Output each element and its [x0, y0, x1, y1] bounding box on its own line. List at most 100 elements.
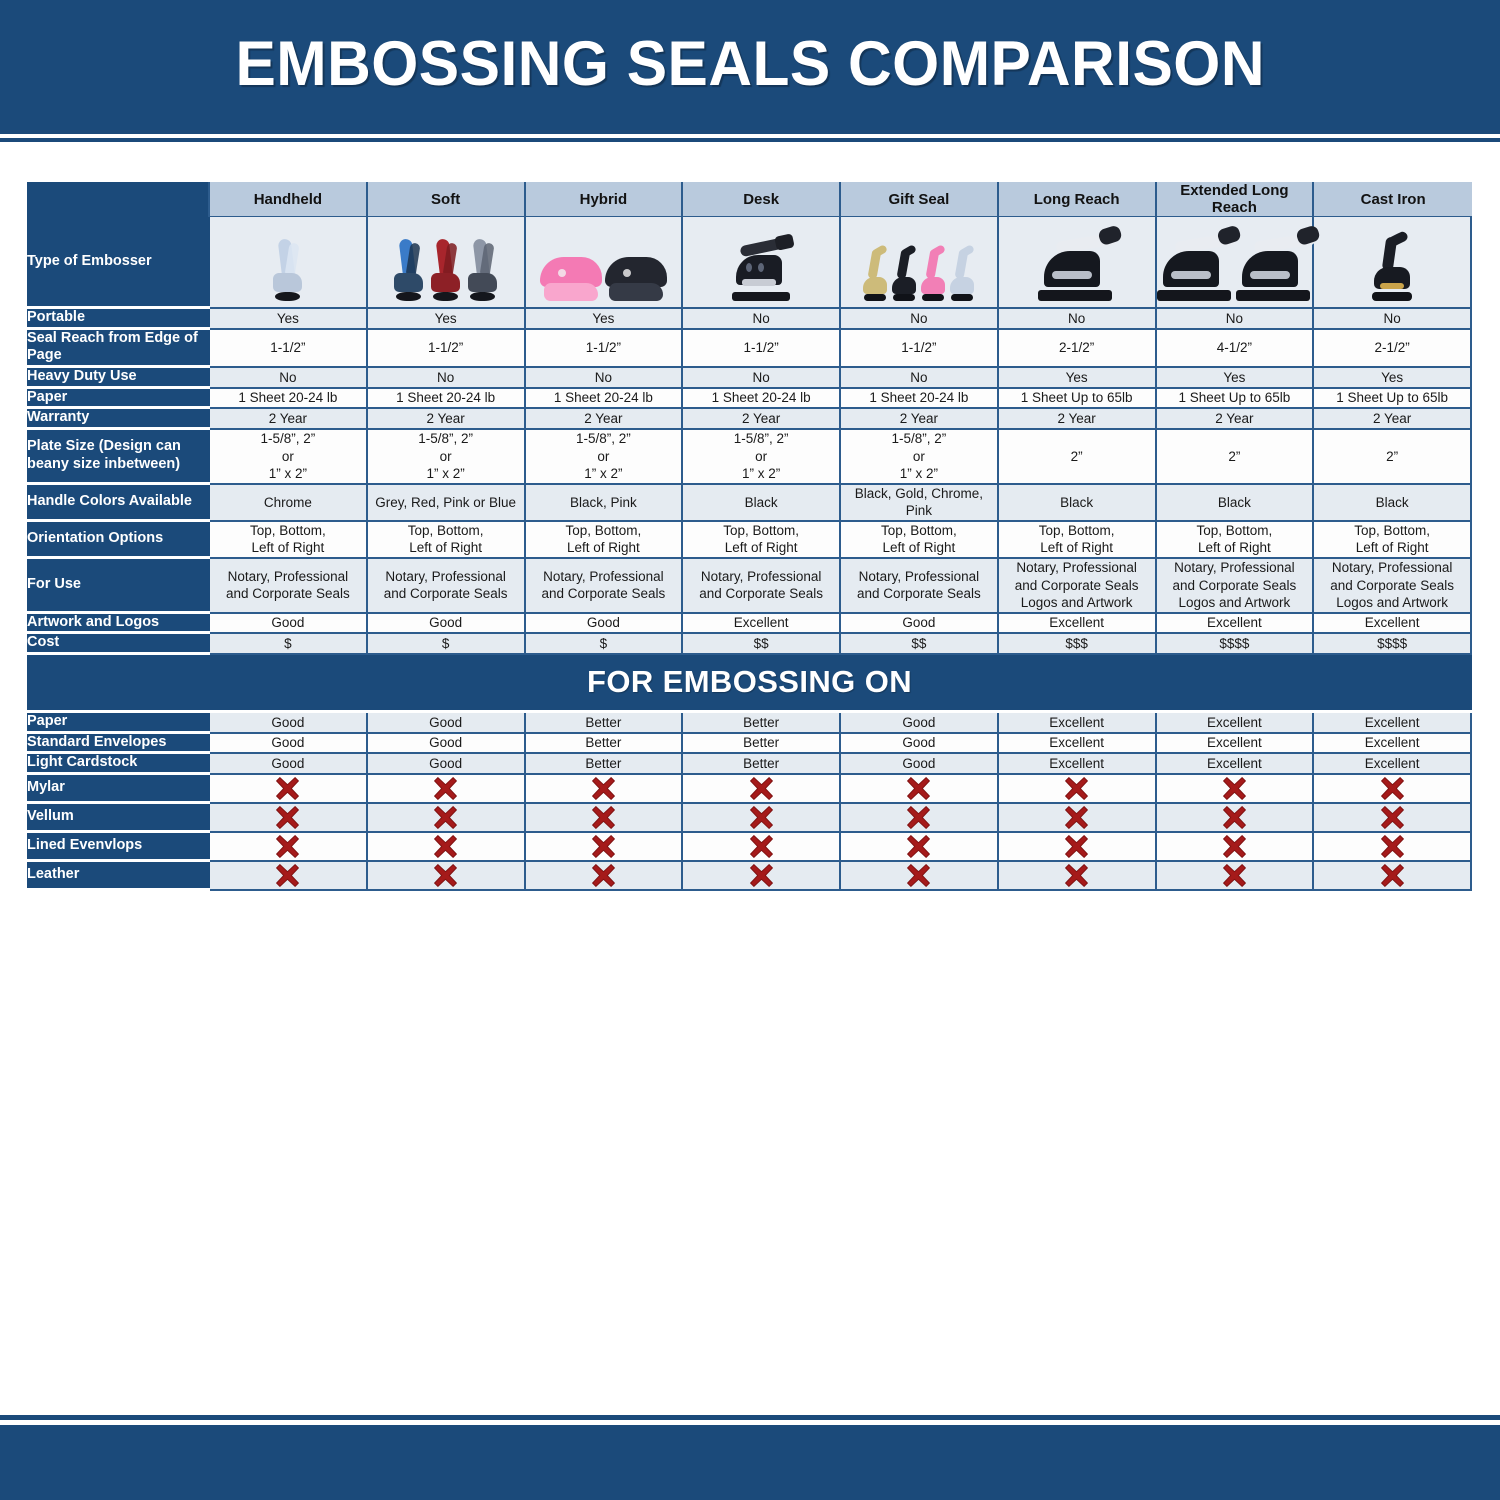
cell-text-line: 1 Sheet Up to 65lb	[1178, 390, 1291, 406]
table-row: Standard Envelopes Good Good Better Better Go…	[27, 733, 1472, 755]
table-cell: 2 Year	[210, 409, 368, 431]
table-cell: 1-5/8”, 2” or 1” x 2”	[210, 430, 368, 485]
table-cell: No	[841, 309, 999, 330]
x-mark-icon	[432, 862, 459, 889]
cell-text-line: No	[910, 369, 928, 385]
x-mark-icon	[1379, 833, 1406, 860]
table-cell	[683, 833, 841, 863]
cell-text-line: 2-1/2”	[1374, 340, 1410, 356]
cell-text-line: 1 Sheet 20-24 lb	[711, 390, 811, 406]
cell-text-line: Yes	[1223, 369, 1246, 385]
cell-text-line: Notary, Professional	[1016, 559, 1137, 575]
table-cell: 2 Year	[1156, 409, 1315, 431]
x-mark-icon	[590, 804, 617, 831]
embosser-illustration	[1314, 217, 1470, 307]
table-cell	[998, 833, 1157, 863]
embosser-image-hybrid	[525, 217, 684, 309]
cell-text-line: Logos and Artwork	[1020, 595, 1133, 611]
cell-text-line: 2 Year	[741, 411, 781, 426]
footer-rule-gap	[0, 1420, 1500, 1425]
cell-text-line: Top, Bottom,	[565, 522, 642, 538]
cell-text-line: 2 Year	[1372, 411, 1412, 426]
x-mark-icon	[432, 804, 459, 831]
table-cell: Good	[841, 754, 999, 776]
table-cell: 1 Sheet Up to 65lb	[998, 388, 1157, 410]
table-cell: Notary, Professional and Corporate Seals	[525, 558, 684, 614]
cell-text-line: Black, Gold, Chrome, Pink	[854, 485, 984, 519]
cell-text-line: No	[752, 369, 770, 385]
embosser-image-long-reach	[998, 217, 1157, 309]
table-cell: 2 Year	[367, 409, 526, 431]
table-cell: Notary, Professional and Corporate Seals	[210, 558, 368, 614]
table-cell	[367, 862, 526, 892]
cell-text-line: Good	[271, 615, 305, 631]
table-cell: 1 Sheet 20-24 lb	[367, 388, 526, 410]
table-cell: 1-5/8”, 2” or 1” x 2”	[683, 430, 841, 485]
table-cell: No	[683, 309, 841, 330]
table-row: Seal Reach from Edge of Page 1-1/2” 1-1/2”…	[27, 329, 1472, 369]
cell-text-line: Black	[1375, 494, 1409, 510]
cell-text-line: 2 Year	[899, 411, 939, 426]
table-cell: 1 Sheet Up to 65lb	[1314, 388, 1472, 410]
table-cell: Good	[525, 613, 684, 635]
cell-text-line: 1-1/2”	[585, 340, 622, 356]
table-cell: 1 Sheet Up to 65lb	[1156, 388, 1315, 410]
table-cell: Top, Bottom, Left of Right	[525, 521, 684, 559]
table-cell: No	[210, 368, 368, 389]
table-cell: Yes	[525, 309, 684, 330]
cell-text-line: 1 Sheet 20-24 lb	[869, 390, 969, 406]
cell-text-line: Notary, Professional	[1331, 559, 1453, 575]
table-cell: 1-5/8”, 2” or 1” x 2”	[841, 430, 999, 485]
table-cell	[525, 804, 684, 834]
column-header-gift-seal: Gift Seal	[841, 182, 999, 217]
table-cell: Excellent	[1314, 613, 1472, 635]
table-cell: Excellent	[1156, 733, 1315, 755]
embosser-illustration	[368, 217, 524, 307]
embosser-image-gift-seal	[841, 217, 999, 309]
embosser-illustration	[683, 217, 839, 307]
cell-text-line: or	[281, 448, 294, 464]
embosser-image-desk	[683, 217, 841, 309]
table-row: Paper 1 Sheet 20-24 lb 1 Sheet 20-24 lb 1 S…	[27, 388, 1472, 410]
cell-text-line: Better	[743, 714, 780, 730]
table-cell	[1314, 804, 1472, 834]
cell-text-line: Better	[743, 735, 780, 751]
comparison-table-body: Handheld Soft Hybrid Desk Gift Seal Long Reac…	[27, 182, 1472, 892]
cell-text-line: Black	[1060, 494, 1094, 510]
cell-text-line: 1” x 2”	[584, 466, 623, 482]
table-cell: 2-1/2”	[998, 329, 1157, 369]
x-mark-icon	[590, 775, 617, 802]
table-cell: No	[683, 368, 841, 389]
cell-text-line: or	[912, 448, 925, 464]
table-row: Heavy Duty Use No No No No No Yes Yes Yes	[27, 368, 1472, 389]
x-mark-icon	[1379, 804, 1406, 831]
cell-text-line: Top, Bottom,	[249, 522, 326, 538]
page-footer-banner	[0, 1425, 1500, 1500]
table-cell: Notary, Professional and Corporate Seals	[841, 558, 999, 614]
table-cell	[367, 804, 526, 834]
table-cell: Excellent	[1314, 712, 1472, 734]
table-cell: Good	[841, 613, 999, 635]
cell-text-line: 2 Year	[268, 411, 308, 426]
table-cell	[210, 804, 368, 834]
cell-text-line: Left of Right	[882, 540, 956, 556]
cell-text-line: Chrome	[263, 494, 312, 510]
cell-text-line: Yes	[434, 310, 457, 326]
cell-text-line: No	[910, 310, 928, 326]
cell-text-line: Better	[743, 755, 780, 771]
table-row: Portable Yes Yes Yes No No No No No	[27, 309, 1472, 330]
table-cell	[1156, 804, 1315, 834]
cell-text-line: Good	[429, 714, 463, 730]
embosser-image-handheld	[210, 217, 368, 309]
cell-text-line: Left of Right	[409, 540, 483, 556]
table-cell: Excellent	[1314, 754, 1472, 776]
table-cell: Good	[367, 712, 526, 734]
cell-text-line: and Corporate Seals	[1330, 577, 1455, 593]
table-cell: 2”	[1156, 430, 1315, 485]
table-cell: Good	[210, 733, 368, 755]
cell-text-line: Excellent	[1206, 755, 1262, 771]
table-cell: Top, Bottom, Left of Right	[210, 521, 368, 559]
x-mark-icon	[1379, 862, 1406, 889]
table-cell	[525, 775, 684, 805]
table-cell: Black, Pink	[525, 484, 684, 522]
